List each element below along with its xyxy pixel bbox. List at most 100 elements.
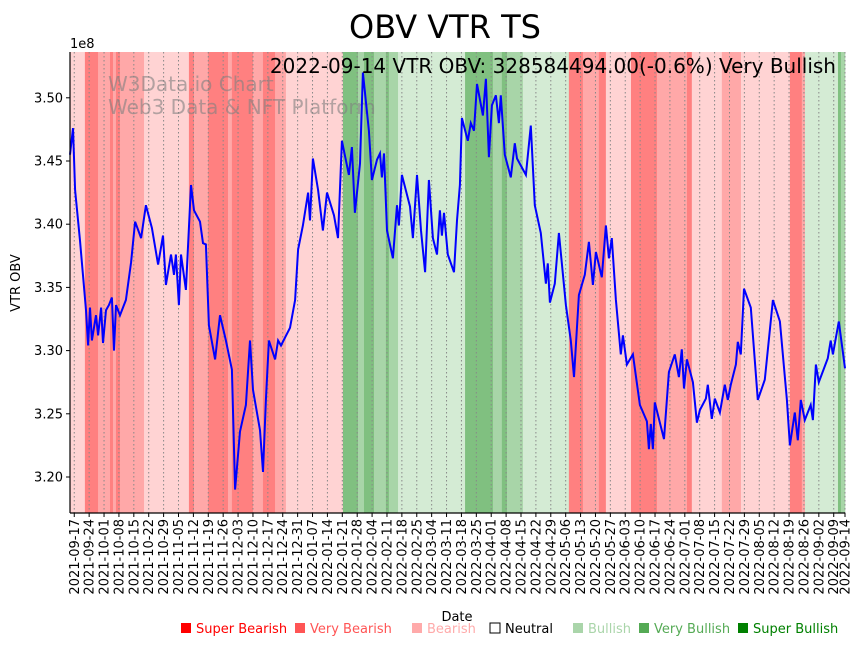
x-tick-label: 2021-11-05: [172, 519, 187, 595]
band-very-bullish: [374, 52, 387, 513]
y-tick-label: 3.50: [34, 91, 63, 106]
band-very-bearish: [112, 52, 117, 513]
x-tick-label: 2022-03-11: [440, 519, 455, 595]
band-super-bearish: [208, 52, 229, 513]
obv-series-line: [69, 72, 846, 490]
x-tick-label: 2022-04-15: [515, 519, 530, 595]
legend-item-bearish: Bearish: [412, 622, 476, 637]
legend-swatch: [738, 623, 748, 633]
x-tick-label: 2022-03-04: [425, 519, 440, 595]
band-very-bearish: [228, 52, 233, 513]
x-tick-label: 2021-12-17: [261, 519, 276, 595]
legend-label: Very Bearish: [310, 622, 392, 637]
legend-swatch: [489, 622, 501, 634]
legend-item-super-bearish: Super Bearish: [181, 622, 287, 637]
band-very-bearish: [656, 52, 688, 513]
band-very-bullish: [358, 52, 365, 513]
band-super-bullish: [501, 52, 508, 513]
legend-label: Bullish: [588, 622, 631, 637]
x-tick-label: 2022-09-09: [827, 519, 842, 595]
x-tick-label: 2022-07-29: [738, 519, 753, 595]
x-tick-label: 2021-11-19: [202, 519, 217, 595]
watermark-line-2: Web3 Data & NFT Platform: [108, 95, 376, 119]
legend-label: Bearish: [427, 622, 476, 637]
legend-item-bullish: Bullish: [573, 622, 631, 637]
band-super-bearish: [686, 52, 693, 513]
legend-swatch: [181, 623, 191, 633]
x-tick-label: 2022-01-14: [321, 519, 336, 595]
x-tick-label: 2022-04-08: [500, 519, 515, 595]
x-tick-label: 2021-10-01: [98, 519, 113, 595]
x-tick-label: 2022-02-18: [395, 519, 410, 595]
band-very-bullish: [492, 52, 503, 513]
band-super-bearish: [84, 52, 99, 513]
band-very-bearish: [252, 52, 264, 513]
x-tick-label: 2022-04-01: [485, 519, 500, 595]
x-tick-label: 2021-10-15: [127, 519, 142, 595]
x-tick-label: 2022-07-01: [678, 519, 693, 595]
x-tick-label: 2022-07-15: [708, 519, 723, 595]
band-very-bearish: [582, 52, 600, 513]
x-tick-label: 2022-06-24: [663, 519, 678, 595]
x-tick-label: 2021-11-26: [217, 519, 232, 595]
x-tick-label: 2021-09-17: [68, 519, 83, 595]
x-tick-label: 2022-06-10: [634, 519, 649, 595]
y-tick-label: 3.40: [34, 218, 63, 233]
legend-label: Super Bearish: [196, 622, 287, 637]
x-tick-label: 2022-03-18: [455, 519, 470, 595]
legend-item-super-bullish: Super Bullish: [738, 622, 838, 637]
chart-annotation: 2022-09-14 VTR OBV: 328584494.00(-0.6%) …: [270, 54, 836, 78]
band-very-bearish: [801, 52, 806, 513]
x-tick-label: 2022-08-19: [783, 519, 798, 595]
band-super-bearish: [598, 52, 607, 513]
x-tick-label: 2022-01-07: [306, 519, 321, 595]
band-super-bullish: [342, 52, 359, 513]
legend-item-neutral: Neutral: [489, 622, 553, 637]
x-tick-label: 2022-05-20: [589, 519, 604, 595]
x-tick-label: 2021-09-24: [83, 519, 98, 595]
x-tick-label: 2021-10-22: [142, 519, 157, 595]
x-tick-label: 2021-12-24: [276, 519, 291, 595]
band-very-bearish: [721, 52, 742, 513]
x-tick-label: 2021-12-10: [246, 519, 261, 595]
x-tick-label: 2022-09-02: [812, 519, 827, 595]
x-tick-label: 2022-04-22: [529, 519, 544, 595]
y-tick-label: 3.35: [34, 281, 63, 296]
y-axis-label: VTR OBV: [9, 254, 24, 312]
legend-swatch: [295, 623, 305, 633]
x-tick-label: 2021-10-29: [157, 519, 172, 595]
x-tick-label: 2022-04-29: [544, 519, 559, 595]
x-tick-label: 2022-05-13: [574, 519, 589, 595]
legend-label: Super Bullish: [753, 622, 838, 637]
x-tick-label: 2022-06-17: [649, 519, 664, 595]
band-super-bearish: [789, 52, 803, 513]
y-axis-ticks: 3.20 3.25 3.30 3.35 3.40 3.45 3.50: [34, 91, 70, 486]
band-super-bearish: [568, 52, 584, 513]
x-tick-label: 2022-02-04: [366, 519, 381, 595]
x-tick-label: 2022-09-14: [839, 519, 854, 595]
band-very-bearish: [275, 52, 287, 513]
band-bullish: [805, 52, 839, 513]
band-super-bearish: [231, 52, 254, 513]
x-tick-label: 2022-08-05: [753, 519, 768, 595]
x-axis-label: Date: [441, 610, 472, 625]
x-tick-label: 2022-08-26: [797, 519, 812, 595]
band-super-bullish: [385, 52, 390, 513]
x-tick-label: 2022-01-21: [336, 519, 351, 595]
x-tick-label: 2021-10-08: [112, 519, 127, 595]
x-tick-label: 2022-08-12: [768, 519, 783, 595]
y-tick-label: 3.20: [34, 471, 63, 486]
band-super-bullish: [364, 52, 375, 513]
watermark-line-1: W3Data.io Chart: [108, 72, 274, 96]
band-very-bullish: [388, 52, 399, 513]
x-tick-label: 2021-11-12: [187, 519, 202, 595]
y-offset-label: 1e8: [70, 37, 95, 52]
legend-item-very-bullish: Very Bullish: [639, 622, 730, 637]
band-bearish: [691, 52, 723, 513]
y-tick-label: 3.30: [34, 344, 63, 359]
x-tick-label: 2022-01-28: [351, 519, 366, 595]
band-bearish: [740, 52, 791, 513]
y-tick-label: 3.25: [34, 407, 63, 422]
legend-item-very-bearish: Very Bearish: [295, 622, 392, 637]
